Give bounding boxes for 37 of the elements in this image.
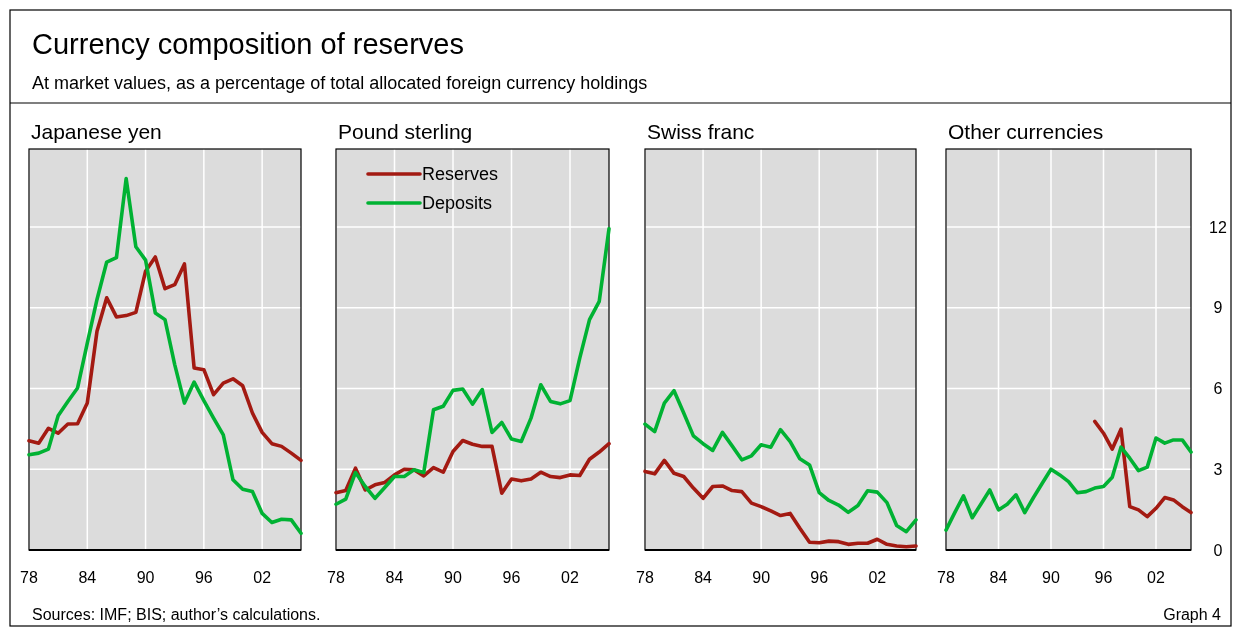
x-tick-label: 96 <box>194 569 213 586</box>
source-note: Sources: IMF; BIS; author’s calculations. <box>32 606 321 623</box>
x-tick-label: 96 <box>1094 569 1113 586</box>
y-tick-label: 3 <box>1213 460 1223 478</box>
chart-title: Other currencies <box>948 120 1104 143</box>
x-tick-label: 96 <box>810 569 829 586</box>
caption: Graph 4 <box>1163 606 1222 623</box>
x-tick-label: 96 <box>502 569 521 586</box>
legend-label: Reserves <box>422 164 499 185</box>
y-tick-label: 9 <box>1213 299 1223 317</box>
x-tick-label: 02 <box>561 569 579 586</box>
x-tick-label: 84 <box>989 569 1008 586</box>
x-tick-label: 78 <box>636 569 654 586</box>
x-tick-label: 02 <box>253 569 272 586</box>
text: At market values, as a percentage of total allocated foreign currency holdings <box>32 73 648 93</box>
x-tick-label: 84 <box>385 569 404 586</box>
chart-title: Pound sterling <box>338 120 473 143</box>
line-series <box>1092 419 1193 519</box>
x-tick-label: 78 <box>327 569 345 586</box>
line-series <box>944 436 1193 532</box>
x-tick-label: 90 <box>752 569 771 586</box>
chart-title: Japanese yen <box>31 120 162 143</box>
x-tick-label: 84 <box>694 569 713 586</box>
x-tick-label: 78 <box>937 569 955 586</box>
x-tick-label: 84 <box>78 569 97 586</box>
x-tick-label: 90 <box>136 569 155 586</box>
x-tick-label: 90 <box>1042 569 1060 586</box>
chart-title: Swiss franc <box>647 120 755 143</box>
x-tick-label: 02 <box>868 569 887 586</box>
y-tick-label: 0 <box>1213 541 1223 559</box>
x-tick-label: 78 <box>20 569 38 586</box>
y-tick-label: 6 <box>1213 380 1223 398</box>
x-tick-label: 02 <box>1147 569 1165 586</box>
x-tick-label: 90 <box>444 569 462 586</box>
y-tick-label: 12 <box>1209 218 1227 236</box>
text: Currency composition of reserves <box>32 28 464 60</box>
legend-label: Deposits <box>422 193 493 214</box>
